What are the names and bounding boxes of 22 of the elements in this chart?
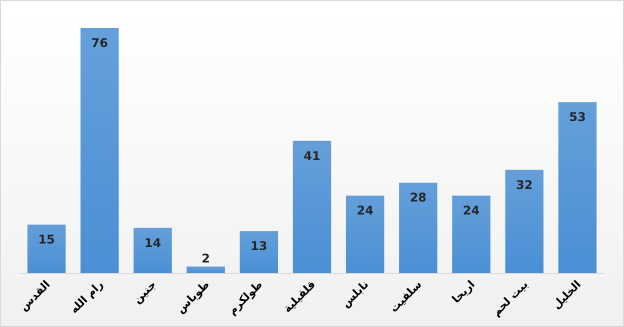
data-label: 24 [462,204,480,218]
x-tick-label: طوباس [174,278,212,316]
data-label: 2 [202,252,210,266]
data-label: 28 [410,190,427,205]
data-label: 13 [250,239,268,254]
x-tick-label: نابلس [339,278,372,310]
data-label: 53 [569,110,586,124]
data-label: 24 [356,204,374,218]
data-label: 32 [516,178,533,192]
x-tick-label: جنين [130,278,159,306]
data-label: 76 [91,36,108,50]
data-label: 14 [144,236,162,250]
x-tick-label: رام الله [68,278,106,316]
x-tick-label: الخليل [550,278,584,312]
x-tick-label: طولكرم [226,278,266,318]
x-tick-label: سلفيت [387,278,424,315]
x-tick-label: بيت لحم [490,278,530,319]
x-tick-label: اريحا [450,278,478,306]
data-label: 15 [38,232,55,247]
data-label: 41 [304,148,320,163]
x-tick-label: قلقيلية [280,278,318,316]
x-tick-label: القدس [17,278,53,314]
